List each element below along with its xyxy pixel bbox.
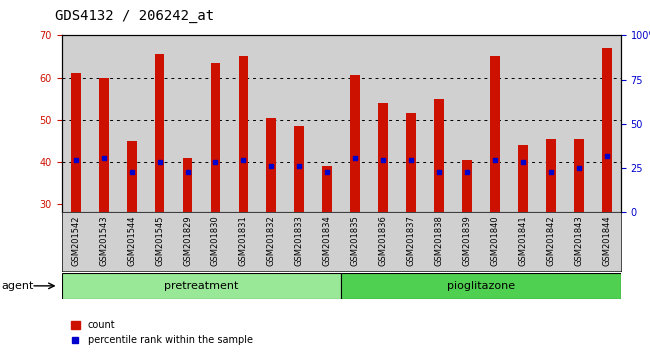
Text: GSM201843: GSM201843 [575,215,583,266]
Bar [518,145,528,212]
Bar [406,113,416,212]
Text: GSM201837: GSM201837 [407,215,415,266]
Text: GSM201544: GSM201544 [127,215,136,266]
Text: GSM201836: GSM201836 [379,215,387,266]
Text: GSM201830: GSM201830 [211,215,220,266]
Bar [602,48,612,212]
Bar [155,55,164,212]
Text: GSM201542: GSM201542 [72,215,80,266]
Text: GSM201838: GSM201838 [435,215,443,266]
Text: pioglitazone: pioglitazone [447,281,515,291]
Text: GSM201545: GSM201545 [155,215,164,266]
Text: GSM201835: GSM201835 [351,215,359,266]
Bar [62,273,341,299]
Text: GSM201834: GSM201834 [323,215,332,266]
Text: GSM201832: GSM201832 [267,215,276,266]
Bar [211,63,220,212]
Bar [546,139,556,212]
Bar [266,118,276,212]
Bar [434,99,444,212]
Bar [239,57,248,212]
Text: GSM201829: GSM201829 [183,215,192,266]
Legend: count, percentile rank within the sample: count, percentile rank within the sample [66,316,257,349]
Bar [378,103,388,212]
Bar [574,139,584,212]
Bar [99,78,109,212]
Text: GSM201840: GSM201840 [491,215,499,266]
Text: GSM201543: GSM201543 [99,215,108,266]
Bar [294,126,304,212]
Bar [71,73,81,212]
Bar [350,75,360,212]
Text: GSM201841: GSM201841 [519,215,527,266]
Text: GDS4132 / 206242_at: GDS4132 / 206242_at [55,9,214,23]
Bar [462,160,472,212]
Text: GSM201842: GSM201842 [547,215,555,266]
Bar [341,273,621,299]
Bar [490,57,500,212]
Text: agent: agent [1,281,34,291]
Bar [322,166,332,212]
Text: GSM201833: GSM201833 [295,215,304,266]
Text: GSM201831: GSM201831 [239,215,248,266]
Bar [183,158,192,212]
Text: pretreatment: pretreatment [164,281,239,291]
Text: GSM201844: GSM201844 [603,215,611,266]
Bar [127,141,136,212]
Text: GSM201839: GSM201839 [463,215,471,266]
